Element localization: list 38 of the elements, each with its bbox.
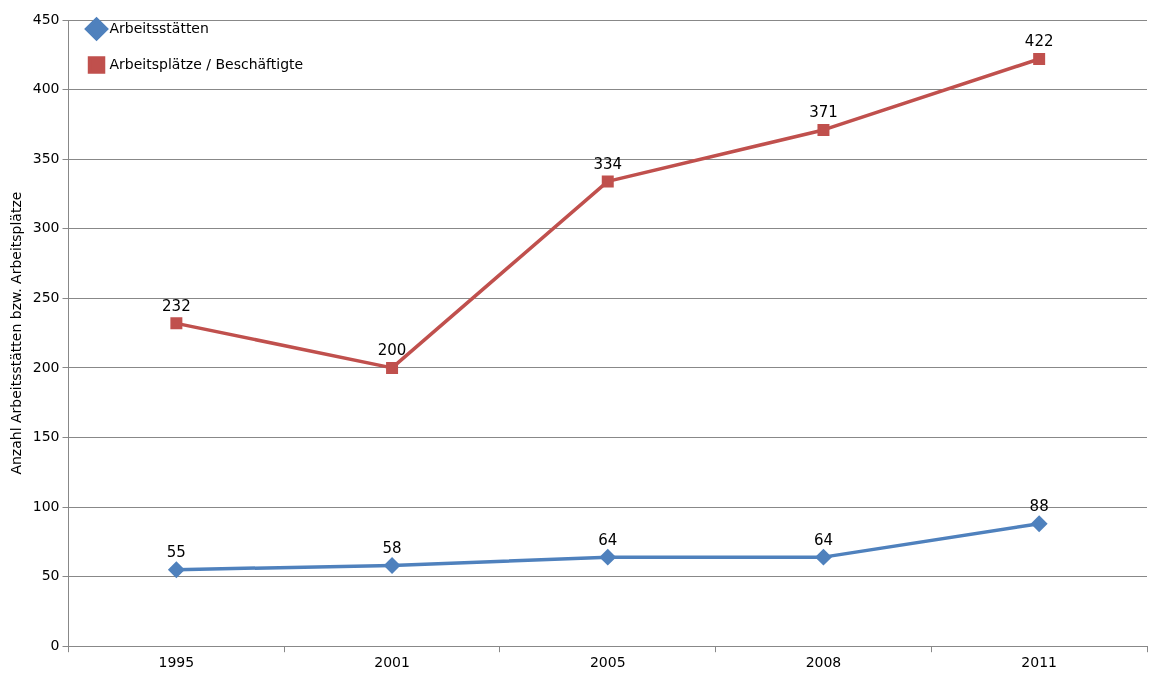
y-tick-label: 400 xyxy=(32,80,60,97)
data-label: 371 xyxy=(809,103,838,122)
y-tick-label: 50 xyxy=(41,567,60,584)
data-label: 422 xyxy=(1024,32,1054,51)
y-tick-label: 350 xyxy=(32,149,60,166)
x-tick-label: 2001 xyxy=(374,654,410,671)
y-axis-title: Anzahl Arbeitsstätten bzw. Arbeitsplätze xyxy=(8,191,25,475)
data-label: 64 xyxy=(813,530,833,549)
x-tick-label: 2008 xyxy=(805,654,842,671)
data-label: 334 xyxy=(593,154,623,173)
data-label: 232 xyxy=(162,296,191,315)
x-tick-label: 1995 xyxy=(158,654,195,671)
point xyxy=(600,549,616,565)
data-label: 58 xyxy=(382,538,402,557)
point xyxy=(170,317,183,330)
legend-label: Arbeitsstätten xyxy=(109,19,209,36)
point xyxy=(815,549,832,565)
point xyxy=(386,361,399,374)
x-tick-label: 2005 xyxy=(589,654,626,671)
y-tick-label: 300 xyxy=(32,219,60,236)
point xyxy=(1033,52,1046,65)
point xyxy=(384,557,400,574)
point xyxy=(1031,515,1047,532)
point xyxy=(601,175,614,188)
legend-label: Arbeitsplätze / Beschäftigte xyxy=(109,55,304,72)
y-tick-label: 100 xyxy=(32,497,60,514)
data-label: 200 xyxy=(377,341,407,360)
y-tick-label: 150 xyxy=(32,428,60,445)
y-tick-label: 250 xyxy=(32,288,60,305)
y-tick-label: 450 xyxy=(32,10,60,27)
point xyxy=(168,561,185,578)
data-label: 88 xyxy=(1029,497,1049,516)
x-tick-label: 2011 xyxy=(1021,654,1057,671)
point xyxy=(817,123,830,136)
data-label: 64 xyxy=(598,530,618,549)
y-tick-label: 200 xyxy=(32,358,60,375)
y-tick-label: 0 xyxy=(50,636,60,653)
data-label: 55 xyxy=(166,543,186,562)
